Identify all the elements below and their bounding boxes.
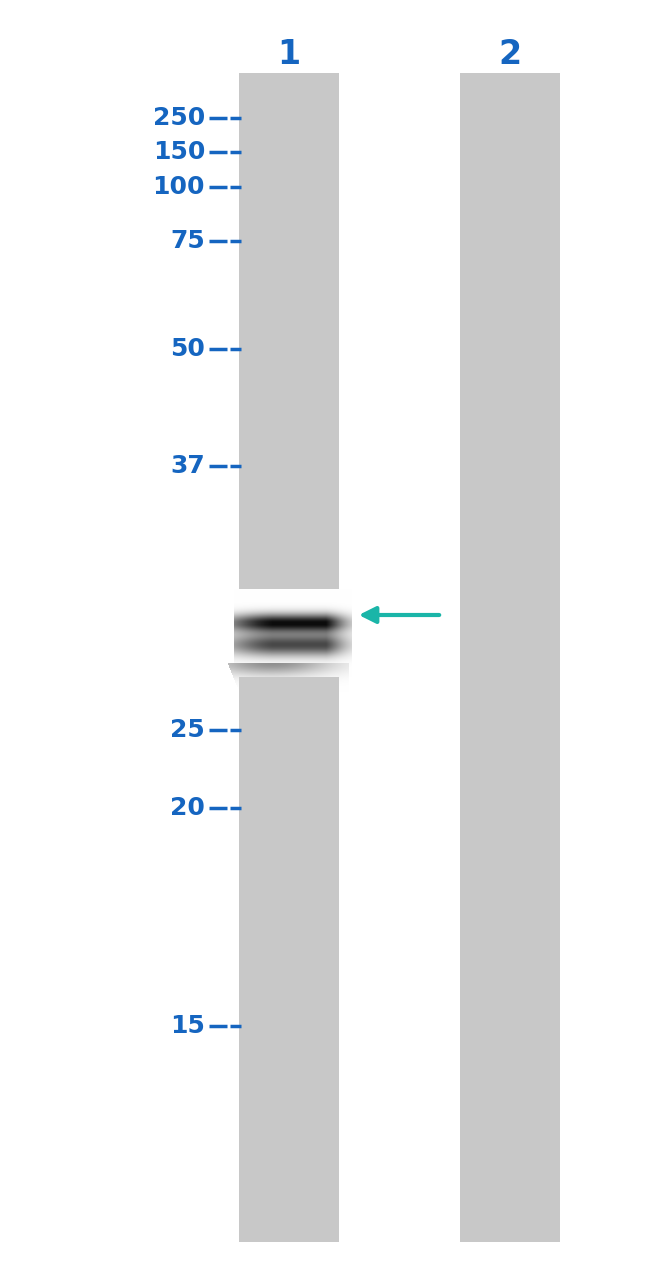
Text: 1: 1: [278, 38, 300, 71]
Text: 25: 25: [170, 718, 205, 742]
Text: 250: 250: [153, 105, 205, 130]
Text: 75: 75: [170, 229, 205, 253]
Text: 37: 37: [170, 453, 205, 478]
Text: 50: 50: [170, 337, 205, 361]
Text: 100: 100: [153, 175, 205, 199]
Text: 20: 20: [170, 796, 205, 820]
Text: 150: 150: [153, 140, 205, 164]
Text: 2: 2: [499, 38, 521, 71]
Text: 15: 15: [170, 1013, 205, 1038]
